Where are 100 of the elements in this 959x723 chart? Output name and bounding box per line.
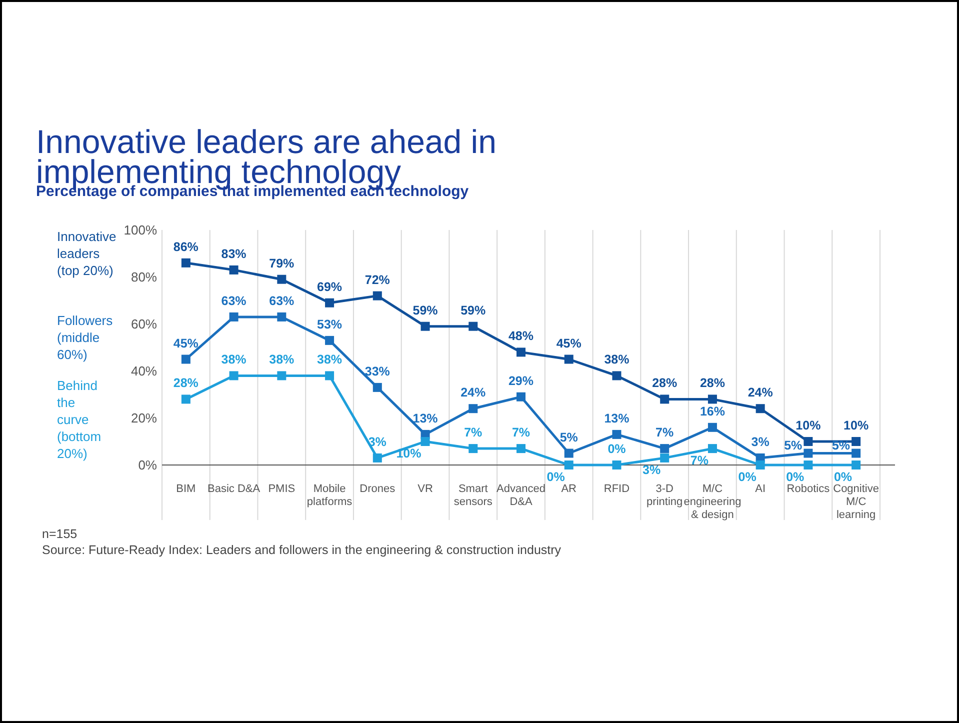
y-tick-label: 100%: [124, 222, 158, 238]
point: [181, 354, 190, 364]
point: [708, 394, 717, 404]
data-label: 3%: [642, 462, 661, 477]
data-label: 86%: [173, 240, 198, 254]
data-label: 38%: [604, 352, 630, 367]
data-label: 38%: [269, 352, 294, 367]
y-tick-label: 0%: [138, 458, 158, 473]
text: n=155: [42, 527, 78, 541]
data-label: 28%: [173, 376, 198, 390]
point: [804, 460, 813, 470]
x-tick-label: VR: [418, 483, 433, 495]
x-tick-label: PMIS: [268, 483, 296, 495]
data-label: 28%: [700, 376, 725, 390]
point: [372, 382, 382, 392]
point: [325, 298, 334, 308]
x-tick-label: Advanced D&A: [496, 483, 546, 508]
point: [229, 265, 238, 274]
point: [564, 448, 574, 458]
x-tick-label: Mobile platforms: [306, 483, 353, 508]
text: Followers (middle 60%): [57, 313, 114, 362]
x-tick-label: M/C engineering & design: [684, 483, 742, 521]
x-tick-label: BIM: [176, 483, 196, 495]
data-label: 10%: [796, 418, 821, 432]
point: [277, 274, 286, 284]
data-label: 3%: [751, 434, 770, 449]
x-tick-label: Drones: [360, 483, 396, 495]
data-label: 24%: [748, 386, 773, 400]
data-label: 59%: [460, 303, 486, 318]
point: [420, 437, 430, 446]
data-label: 13%: [604, 411, 630, 426]
point: [372, 291, 382, 300]
x-tick-label: 3-D printing: [646, 483, 683, 508]
point: [372, 453, 382, 462]
x-tick-label: AI: [755, 483, 766, 495]
data-label: 63%: [269, 294, 294, 308]
point: [564, 354, 574, 364]
data-label: 13%: [412, 411, 438, 426]
point: [660, 394, 670, 404]
data-label: 7%: [512, 426, 530, 440]
point: [181, 394, 190, 404]
point: [852, 460, 861, 470]
point: [756, 404, 765, 414]
point: [468, 404, 478, 414]
point: [325, 336, 334, 345]
x-tick-label: Cognitive M/C learning: [833, 483, 879, 521]
point: [516, 392, 526, 402]
data-label: 48%: [508, 329, 534, 344]
point: [229, 312, 238, 322]
data-label: 0%: [608, 442, 626, 456]
point: [564, 460, 574, 470]
data-label: 72%: [364, 272, 390, 287]
point: [804, 448, 813, 458]
x-tick-label: AR: [561, 483, 577, 495]
data-label: 69%: [317, 280, 342, 294]
data-label: 0%: [738, 470, 756, 484]
text: Innovative leaders (top 20%): [57, 229, 116, 278]
data-label: 45%: [556, 336, 582, 350]
point: [708, 444, 717, 454]
data-label: 7%: [690, 454, 708, 468]
data-label: 45%: [173, 336, 198, 350]
data-label: 5%: [832, 438, 850, 452]
point: [612, 430, 622, 439]
y-tick-label: 40%: [130, 364, 158, 379]
point: [468, 444, 478, 454]
data-label: 83%: [221, 246, 246, 261]
data-label: 38%: [317, 352, 342, 367]
point: [277, 312, 286, 322]
point: [516, 348, 526, 357]
point: [420, 322, 430, 331]
x-tick-label: Smart sensors: [454, 483, 493, 508]
y-tick-label: 60%: [130, 316, 158, 332]
point: [708, 422, 717, 432]
point: [277, 371, 286, 380]
data-label: 79%: [269, 256, 294, 270]
data-label: 38%: [221, 352, 246, 367]
point: [516, 444, 526, 454]
data-label: 7%: [464, 426, 482, 440]
data-label: 33%: [364, 364, 390, 378]
point: [852, 437, 861, 446]
data-label: 29%: [508, 374, 534, 388]
data-label: 59%: [412, 303, 438, 318]
point: [612, 371, 622, 380]
point: [852, 448, 861, 458]
point: [660, 453, 670, 462]
point: [756, 460, 765, 470]
data-label: 0%: [834, 470, 852, 484]
x-tick-label: Basic D&A: [208, 483, 261, 495]
data-label: 5%: [784, 438, 802, 452]
x-tick-label: Robotics: [786, 483, 830, 495]
point: [468, 322, 478, 331]
data-label: 24%: [460, 386, 486, 400]
point: [660, 444, 670, 454]
point: [612, 460, 622, 470]
text: Behind the curve (bottom 20%): [57, 378, 102, 461]
data-label: 63%: [221, 294, 246, 308]
point: [804, 437, 813, 446]
y-tick-label: 20%: [130, 410, 158, 426]
source-note: Source: Future-Ready Index: Leaders and followers in the engineering & construction industry: [42, 543, 562, 557]
data-label: 5%: [560, 430, 578, 444]
